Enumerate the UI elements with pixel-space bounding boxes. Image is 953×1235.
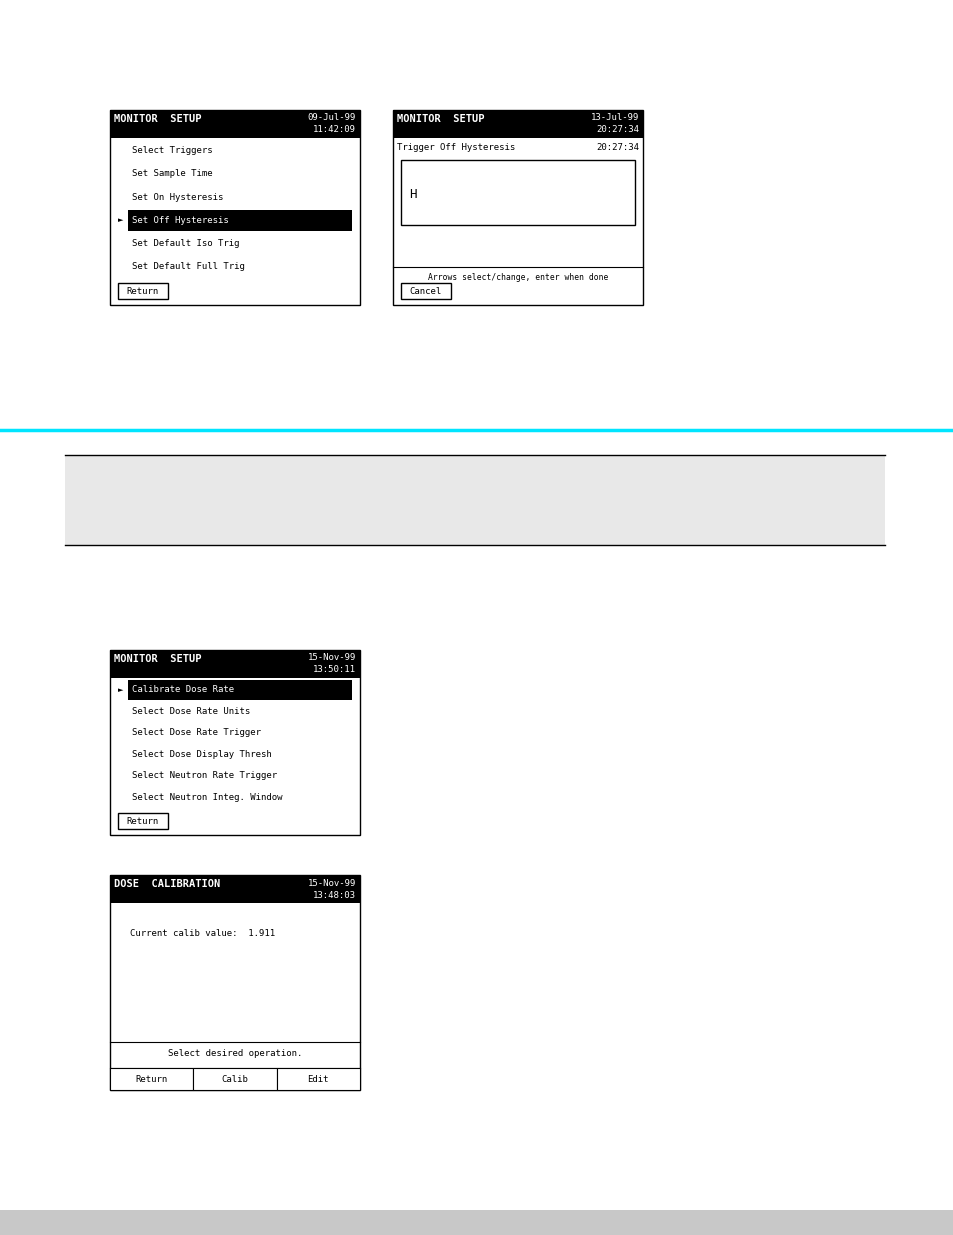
Text: 13-Jul-99: 13-Jul-99 [590, 114, 639, 122]
Bar [128, 210, 352, 231]
Text: Return: Return [127, 287, 159, 295]
Text: MONITOR  SETUP: MONITOR SETUP [396, 114, 484, 124]
Text: Edit: Edit [307, 1074, 329, 1083]
Text: MONITOR  SETUP: MONITOR SETUP [113, 114, 201, 124]
Text: Select Neutron Rate Trigger: Select Neutron Rate Trigger [132, 772, 276, 781]
Bar [110, 110, 359, 138]
Bar [393, 110, 642, 138]
Text: Return: Return [127, 816, 159, 825]
Text: 20:27:34: 20:27:34 [596, 142, 639, 152]
Bar [110, 876, 359, 903]
Text: 13:48:03: 13:48:03 [313, 890, 355, 899]
Text: MONITOR  SETUP: MONITOR SETUP [113, 655, 201, 664]
Bar [110, 110, 359, 305]
Text: Select Triggers: Select Triggers [132, 146, 213, 156]
Text: 13:50:11: 13:50:11 [313, 666, 355, 674]
Text: Set Default Full Trig: Set Default Full Trig [132, 262, 245, 270]
Text: 09-Jul-99: 09-Jul-99 [307, 114, 355, 122]
Bar [276, 1068, 359, 1091]
Text: 11:42:09: 11:42:09 [313, 126, 355, 135]
Text: Calib: Calib [221, 1074, 248, 1083]
Text: 20:27:34: 20:27:34 [596, 126, 639, 135]
Bar [110, 650, 359, 835]
Bar [110, 1068, 193, 1091]
Text: Calibrate Dose Rate: Calibrate Dose Rate [132, 685, 233, 694]
Bar [110, 876, 359, 1091]
Bar [65, 454, 884, 545]
Bar [400, 161, 635, 225]
Text: Select Dose Rate Units: Select Dose Rate Units [132, 706, 250, 716]
Text: Arrows select/change, enter when done: Arrows select/change, enter when done [427, 273, 608, 282]
Text: Select Neutron Integ. Window: Select Neutron Integ. Window [132, 793, 282, 802]
Bar [193, 1068, 276, 1091]
Text: Select desired operation.: Select desired operation. [168, 1050, 302, 1058]
Text: Trigger Off Hysteresis: Trigger Off Hysteresis [396, 142, 515, 152]
Bar [118, 283, 168, 299]
Text: Set On Hysteresis: Set On Hysteresis [132, 193, 223, 201]
Text: Current calib value:  1.911: Current calib value: 1.911 [130, 929, 274, 937]
Text: Return: Return [135, 1074, 168, 1083]
Text: ►: ► [118, 217, 123, 224]
Bar [110, 650, 359, 678]
Bar [393, 110, 642, 305]
Bar [118, 813, 168, 829]
Text: Cancel: Cancel [410, 287, 441, 295]
Bar [400, 283, 451, 299]
Text: 15-Nov-99: 15-Nov-99 [307, 878, 355, 888]
Bar [0, 1210, 953, 1235]
Text: Set Default Iso Trig: Set Default Iso Trig [132, 238, 239, 248]
Text: DOSE  CALIBRATION: DOSE CALIBRATION [113, 879, 220, 889]
Text: Set Off Hysteresis: Set Off Hysteresis [132, 216, 229, 225]
Bar [128, 680, 352, 699]
Text: Select Dose Rate Trigger: Select Dose Rate Trigger [132, 729, 261, 737]
Text: ►: ► [118, 687, 123, 693]
Text: H: H [409, 189, 416, 201]
Text: 15-Nov-99: 15-Nov-99 [307, 653, 355, 662]
Text: Select Dose Display Thresh: Select Dose Display Thresh [132, 750, 272, 758]
Text: Set Sample Time: Set Sample Time [132, 169, 213, 178]
